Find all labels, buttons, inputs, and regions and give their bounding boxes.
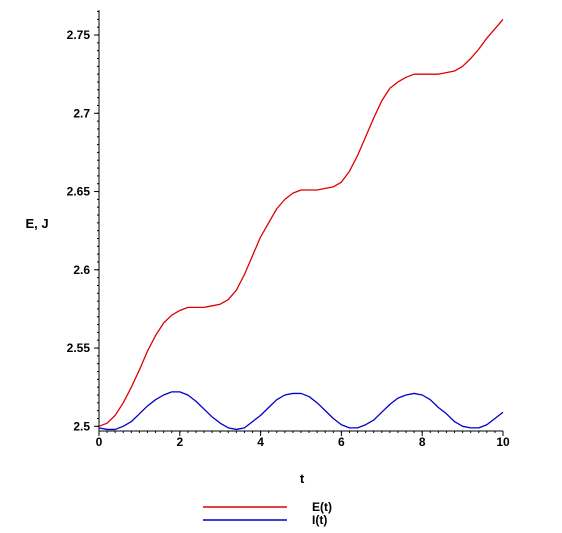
x-tick-label: 6 [338, 435, 345, 449]
axes: 2.5 2.55 2.6 2.65 2.7 2.75 0 2 4 6 8 10 [67, 10, 510, 449]
y-tick-label: 2.65 [67, 185, 91, 199]
series-line-e [98, 18, 504, 427]
x-tick-label: 0 [96, 435, 103, 449]
x-tick-label: 2 [176, 435, 183, 449]
y-tick-label: 2.55 [67, 341, 91, 355]
series-line-i [98, 391, 504, 431]
y-tick-label: 2.7 [73, 106, 90, 120]
x-axis-label: t [300, 471, 305, 486]
x-tick-label: 10 [496, 435, 510, 449]
legend-label: E(t) [312, 500, 332, 514]
legend-label: I(t) [312, 513, 327, 527]
x-tick-label: 4 [257, 435, 264, 449]
y-tick-label: 2.75 [67, 28, 91, 42]
y-tick-label: 2.5 [73, 419, 90, 433]
legend: E(t)I(t) [203, 500, 332, 527]
x-tick-label: 8 [419, 435, 426, 449]
y-axis-label: E, J [25, 216, 48, 231]
y-tick-label: 2.6 [73, 263, 90, 277]
plot-lines [98, 18, 504, 431]
